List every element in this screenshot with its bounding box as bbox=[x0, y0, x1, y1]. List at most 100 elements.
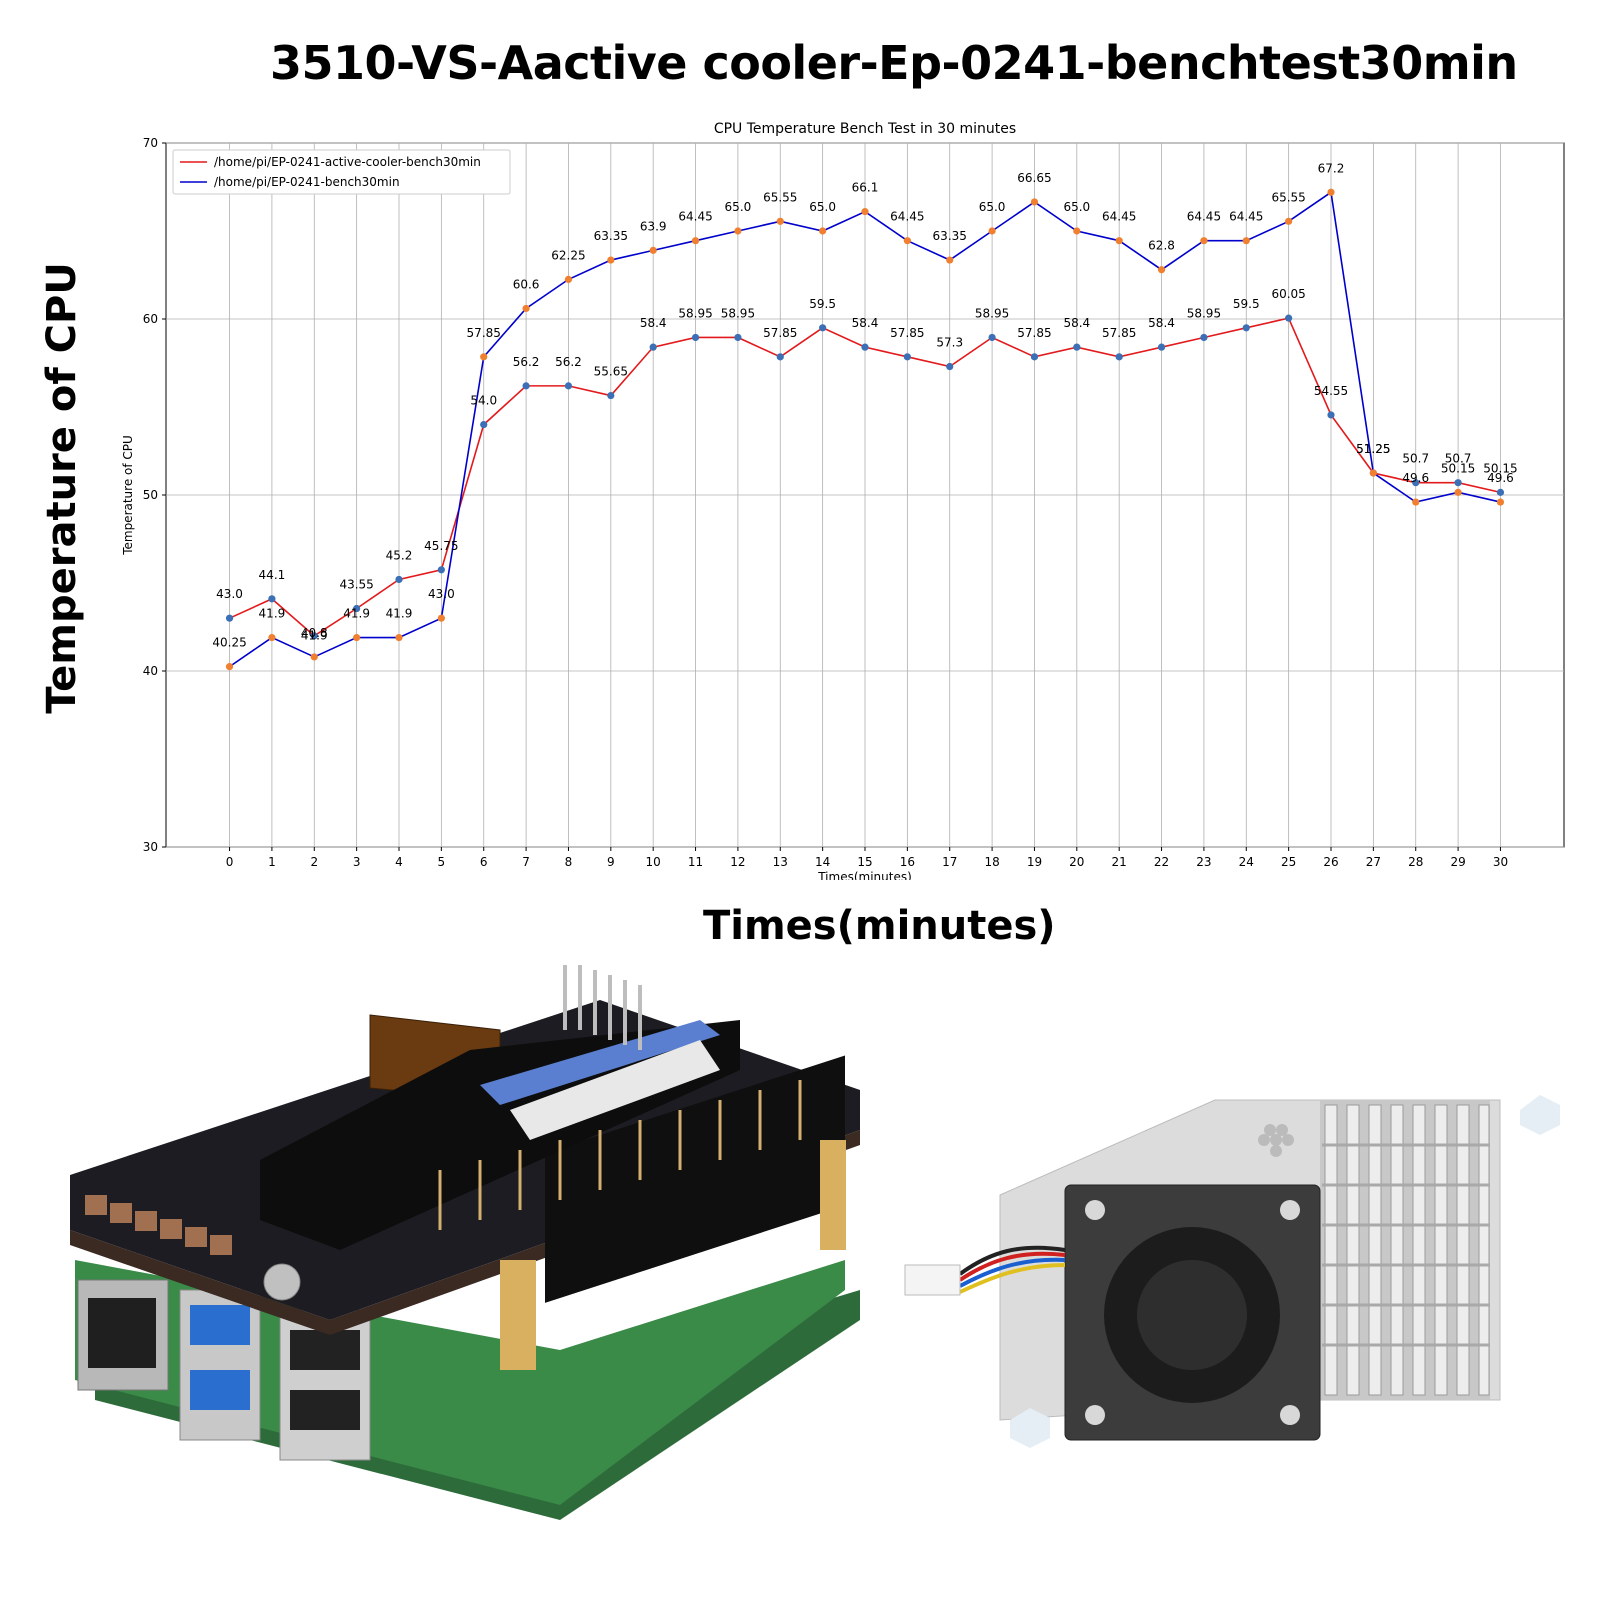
data-label: 63.9 bbox=[640, 219, 667, 233]
x-tick-label: 26 bbox=[1323, 855, 1338, 869]
data-label: 58.4 bbox=[852, 316, 879, 330]
data-label: 60.6 bbox=[513, 277, 540, 291]
data-label: 50.7 bbox=[1402, 452, 1429, 466]
data-label: 41.9 bbox=[259, 607, 286, 621]
data-point bbox=[1412, 479, 1420, 487]
data-point bbox=[395, 575, 403, 584]
data-label: 41.9 bbox=[301, 629, 328, 643]
data-point bbox=[1496, 488, 1505, 496]
data-point bbox=[480, 421, 488, 429]
data-label: 56.2 bbox=[513, 355, 540, 369]
legend-box bbox=[172, 149, 511, 195]
headline: 3510-VS-Aactive cooler-Ep-0241-benchtest… bbox=[270, 36, 1518, 90]
data-point bbox=[480, 353, 488, 361]
data-point bbox=[1030, 353, 1039, 361]
data-label: 57.85 bbox=[763, 326, 797, 340]
data-point bbox=[691, 237, 700, 245]
data-point bbox=[691, 333, 700, 342]
data-point bbox=[903, 237, 911, 245]
data-label: 66.1 bbox=[852, 181, 879, 195]
data-point bbox=[1327, 411, 1335, 419]
data-point bbox=[946, 362, 954, 371]
data-label: 50.15 bbox=[1483, 461, 1517, 475]
product-photos bbox=[70, 965, 1560, 1520]
data-label: 56.2 bbox=[555, 355, 582, 369]
x-tick-label: 9 bbox=[607, 855, 615, 869]
x-tick-label: 21 bbox=[1112, 855, 1127, 869]
data-label: 58.95 bbox=[678, 306, 712, 320]
data-point bbox=[1200, 333, 1208, 342]
data-point bbox=[564, 275, 573, 283]
data-label: 62.8 bbox=[1148, 239, 1175, 253]
data-point bbox=[395, 633, 403, 642]
data-label: 44.1 bbox=[259, 568, 286, 582]
x-tick-label: 12 bbox=[730, 855, 745, 869]
data-label: 40.8 bbox=[301, 626, 328, 640]
x-tick-label: 24 bbox=[1239, 855, 1254, 869]
data-point bbox=[1073, 343, 1081, 351]
outer-x-axis-title: Times(minutes) bbox=[703, 903, 1056, 949]
chart-title: CPU Temperature Bench Test in 30 minutes bbox=[714, 121, 1016, 137]
legend-label-bench: /home/pi/EP-0241-bench30min bbox=[214, 175, 400, 189]
data-point bbox=[607, 256, 615, 264]
x-tick-label: 11 bbox=[688, 855, 703, 869]
x-tick-label: 4 bbox=[395, 855, 403, 869]
y-tick-label: 70 bbox=[143, 136, 158, 150]
y-axis-label: Temperature of CPU bbox=[121, 435, 135, 556]
data-label: 45.2 bbox=[386, 548, 413, 562]
x-axis-label: Times(minutes) bbox=[817, 870, 912, 880]
data-point bbox=[1242, 237, 1250, 245]
x-tick-label: 8 bbox=[565, 855, 573, 869]
data-point bbox=[225, 614, 234, 622]
data-point bbox=[819, 227, 827, 235]
data-point bbox=[1200, 237, 1208, 245]
data-point bbox=[225, 663, 234, 671]
data-point bbox=[1157, 266, 1166, 274]
data-label: 64.45 bbox=[678, 210, 712, 224]
y-ticks: 30 40 50 60 70 bbox=[143, 136, 166, 854]
x-tick-label: 10 bbox=[646, 855, 661, 869]
series-markers bbox=[225, 188, 1505, 671]
data-label: 62.25 bbox=[551, 248, 585, 262]
data-point bbox=[437, 566, 445, 574]
x-tick-label: 5 bbox=[438, 855, 446, 869]
data-point bbox=[522, 382, 530, 390]
data-point bbox=[1496, 498, 1505, 506]
x-tick-label: 2 bbox=[310, 855, 318, 869]
x-tick-label: 1 bbox=[268, 855, 276, 869]
data-label: 45.75 bbox=[424, 539, 458, 553]
data-point bbox=[522, 304, 530, 313]
x-tick-label: 22 bbox=[1154, 855, 1169, 869]
data-point bbox=[1454, 479, 1462, 487]
data-point bbox=[353, 604, 361, 613]
data-point bbox=[649, 343, 657, 351]
data-point bbox=[1115, 353, 1123, 361]
data-point bbox=[946, 256, 954, 264]
data-point bbox=[1157, 343, 1166, 351]
data-point bbox=[819, 324, 827, 332]
data-label: 64.45 bbox=[1229, 210, 1263, 224]
y-tick-label: 30 bbox=[143, 840, 158, 854]
data-label: 58.4 bbox=[640, 316, 667, 330]
data-label: 60.05 bbox=[1271, 287, 1305, 301]
data-label: 65.0 bbox=[1063, 200, 1090, 214]
data-label: 64.45 bbox=[1102, 210, 1136, 224]
data-label: 55.65 bbox=[594, 365, 628, 379]
data-label: 63.35 bbox=[594, 229, 628, 243]
x-tick-label: 18 bbox=[984, 855, 999, 869]
x-tick-label: 7 bbox=[522, 855, 530, 869]
data-labels: 43.0 44.1 43.55 45.2 45.75 54.0 56.2 56.2 55.65 5… bbox=[212, 161, 1517, 649]
data-label: 65.0 bbox=[725, 200, 752, 214]
data-point bbox=[564, 382, 573, 390]
legend-label-active: /home/pi/EP-0241-active-cooler-bench30mi… bbox=[214, 155, 481, 169]
data-label: 54.55 bbox=[1314, 384, 1348, 398]
data-point bbox=[903, 353, 911, 361]
data-point bbox=[1242, 324, 1250, 332]
grid bbox=[166, 142, 1564, 848]
data-point bbox=[861, 208, 869, 216]
data-point bbox=[776, 353, 784, 361]
temperature-line-chart: CPU Temperature Bench Test in 30 minutes… bbox=[121, 121, 1565, 880]
x-tick-label: 16 bbox=[900, 855, 915, 869]
outer-y-axis-title: Temperature of CPU bbox=[39, 262, 85, 714]
data-label: 58.4 bbox=[1063, 316, 1090, 330]
